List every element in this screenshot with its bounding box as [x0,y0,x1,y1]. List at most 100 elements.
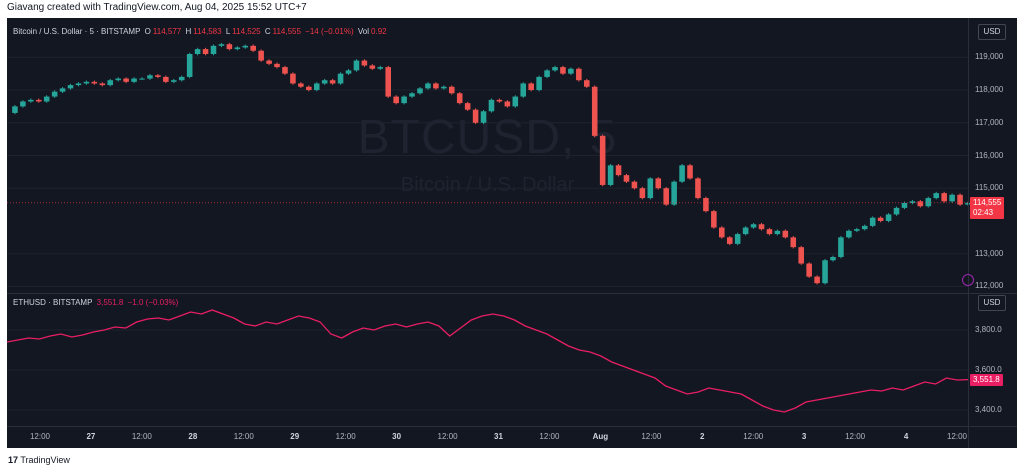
candle-body [242,45,249,48]
price-tick-label: 113,000 [975,248,1004,258]
btc-vol-value: 0.92 [371,27,387,36]
candle-body [576,68,582,81]
eth-legend[interactable]: ETHUSD · BITSTAMP 3,551.8 −1.0 (−0.03%) [13,298,180,307]
candle-body [504,101,511,107]
chart-credit: Giavang created with TradingView.com, Au… [7,2,307,13]
candle-body [226,44,233,50]
btc-vol-label: Vol [357,27,370,36]
candle-body [35,99,42,102]
candle-body [210,45,217,55]
candle-body [496,99,503,102]
candle-body [59,88,66,92]
candle-body [99,83,106,86]
candle-body [639,188,646,199]
candle-body [83,81,90,84]
btc-legend[interactable]: Bitcoin / U.S. Dollar · 5 · BITSTAMP O 11… [13,27,389,36]
candle-body [599,135,606,185]
btc-currency-button[interactable]: USD [978,24,1006,40]
btc-close-label: C [264,27,271,36]
candle-body [401,96,407,104]
candle-body [687,165,693,179]
candle-body [925,198,932,207]
candle-body [782,230,789,238]
candle-body [512,96,519,107]
chart-area[interactable]: BTCUSD, 5 Bitcoin / U.S. Dollar Bitcoin … [7,18,1017,448]
candle-body [552,67,558,71]
candle-body [854,229,860,231]
candle-body [409,93,415,97]
time-axis-label: 12:00 [946,432,968,441]
candle-body [917,201,924,207]
candle-body [329,80,336,84]
name-watermark: Bitcoin / U.S. Dollar [400,174,575,196]
time-axis-label: 3 [801,432,807,441]
time-axis-label: 12:00 [131,432,152,441]
tradingview-logo[interactable]: 17 TradingView [8,455,70,465]
time-axis-label: 12:00 [335,432,356,441]
candle-body [830,256,836,261]
btc-high-label: H [185,27,192,36]
candle-body [846,230,852,238]
candle-body [623,175,630,182]
candle-body [417,88,423,94]
candle-body [464,103,471,110]
eth-last-price-tag: 3,551.8 [970,373,1003,386]
candle-body [734,234,741,244]
candle-body [234,47,241,50]
candle-body [591,86,598,136]
time-axis-label: 29 [290,432,300,441]
candle-body [425,83,431,89]
btc-open-value: 114,577 [152,27,182,36]
candle-body [194,49,201,55]
time-axis-label: Aug [592,432,609,441]
btc-low-value: 114,525 [232,27,261,36]
btc-last-price-tag: 114,555 02:43 [970,196,1005,219]
candle-body [171,80,177,82]
candle-body [750,224,757,228]
candle-body [433,83,439,89]
btc-open-label: O [144,27,151,36]
candle-body [885,214,892,221]
candle-body [218,44,225,46]
time-axis-label: 27 [86,432,96,441]
time-axis-label: 12:00 [437,432,458,441]
candle-body [321,80,328,84]
candle-body [282,67,288,74]
candle-body [544,70,550,77]
pane-divider[interactable] [7,293,1017,294]
eth-currency-button[interactable]: USD [978,295,1006,311]
candle-body [742,227,749,235]
candle-body [337,73,344,84]
btc-low-label: L [225,27,231,36]
candle-body [472,109,479,123]
candle-body [806,263,812,277]
candle-body [607,165,614,185]
candle-body [941,193,947,202]
time-axis-label: 12:00 [539,432,560,441]
candle-body [909,201,916,203]
candle-body [631,181,638,189]
candle-body [163,76,169,82]
time-axis-label: 31 [494,432,503,441]
candle-body [202,49,209,55]
candle-body [393,96,399,104]
price-tick-label: 112,000 [975,281,1004,291]
candle-body [814,276,820,284]
candle-body [877,217,884,221]
candle-body [719,227,725,238]
price-plot[interactable] [7,18,1017,448]
btc-legend-title: Bitcoin / U.S. Dollar · 5 · BITSTAMP [13,27,141,36]
eth-legend-title: ETHUSD · BITSTAMP [13,298,93,307]
candle-body [774,230,781,235]
candle-body [520,83,527,97]
candle-body [115,78,121,81]
candle-body [250,45,256,51]
btc-last-price: 114,555 [973,197,1002,207]
eth-change: −1.0 (−0.03%) [127,298,179,307]
time-axis-label: 12:00 [743,432,764,441]
candle-body [385,67,392,97]
candle-body [266,60,272,64]
alert-icon[interactable] [962,274,974,286]
candle-body [28,99,34,102]
candle-body [12,106,18,113]
